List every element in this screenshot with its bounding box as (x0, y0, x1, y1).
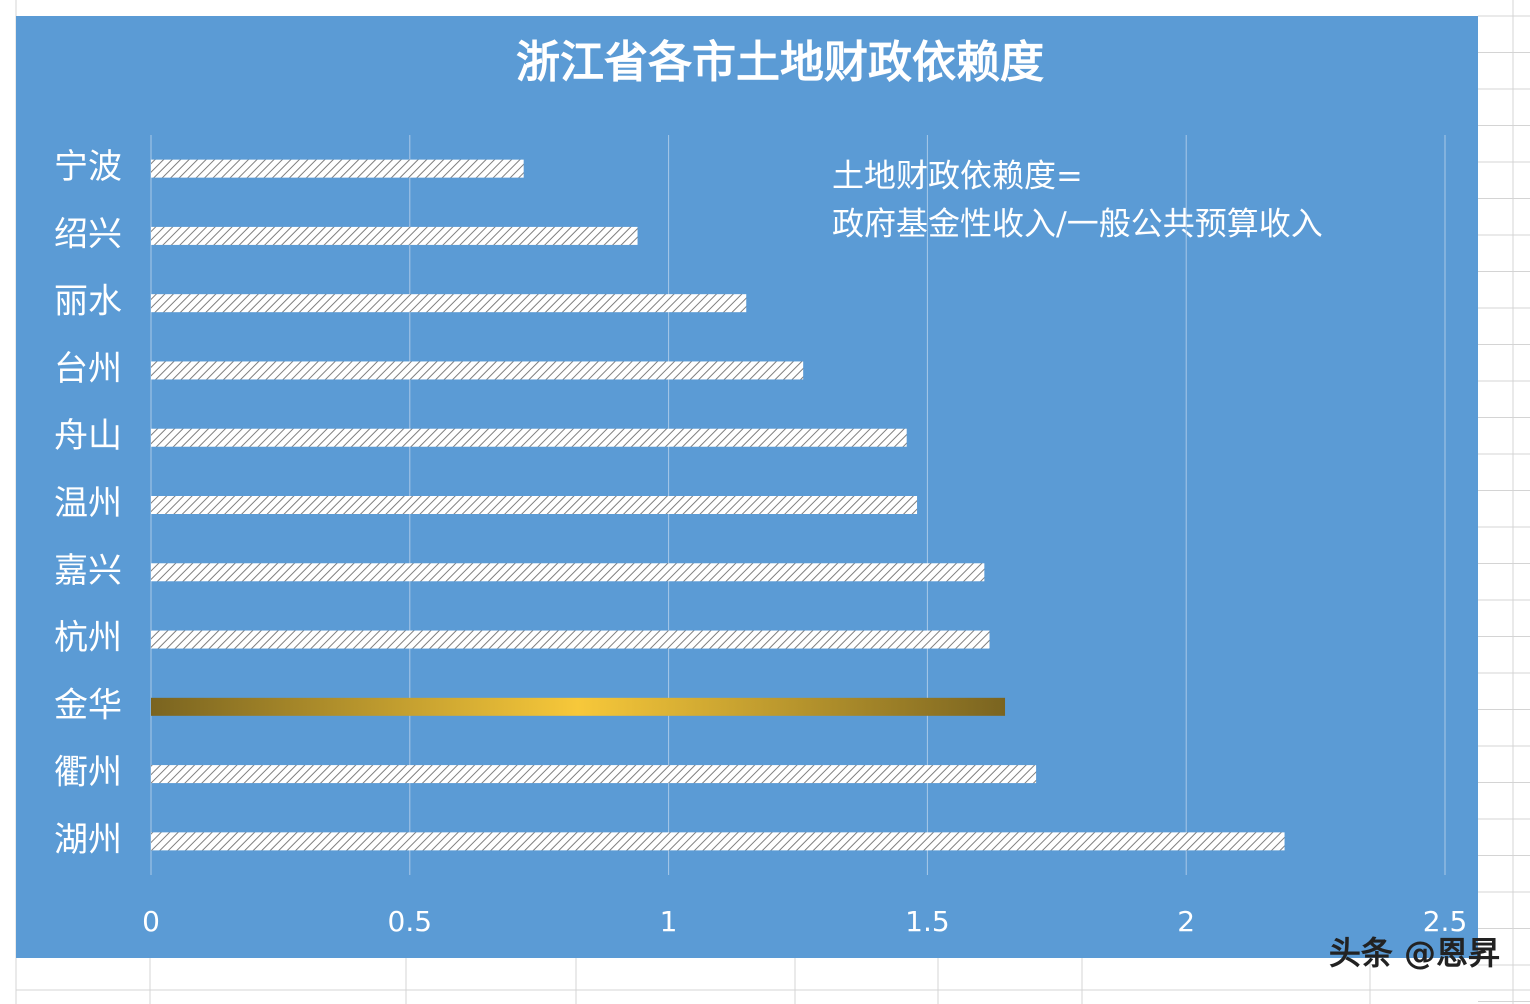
x-tick-label: 1.5 (905, 905, 950, 938)
x-tick-label: 2 (1177, 905, 1195, 938)
bar (151, 496, 918, 514)
bar (151, 226, 638, 245)
annotation: 土地财政依赖度= (832, 157, 1083, 195)
y-tick-label: 绍兴 (54, 214, 122, 254)
y-tick-label: 湖州 (54, 820, 122, 860)
bar (151, 697, 1006, 716)
y-tick-label: 杭州 (54, 618, 122, 658)
y-tick-label: 台州 (54, 349, 122, 389)
watermark: 头条 @恩昇 (1329, 934, 1500, 972)
y-tick-label: 嘉兴 (54, 551, 122, 591)
chart-area (16, 16, 1478, 958)
y-tick-label: 衢州 (54, 753, 122, 793)
bar (151, 630, 990, 649)
chart-title: 浙江省各市土地财政依赖度 (516, 37, 1044, 88)
bar (151, 563, 985, 582)
y-tick-label: 宁波 (54, 147, 122, 187)
y-tick-label: 舟山 (54, 416, 122, 456)
bar (151, 294, 747, 313)
bar (151, 428, 907, 447)
bar (151, 832, 1285, 851)
x-tick-label: 0 (142, 905, 160, 938)
y-tick-label: 丽水 (54, 282, 122, 322)
x-tick-label: 0.5 (388, 905, 433, 938)
x-tick-label: 2.5 (1423, 905, 1468, 938)
x-tick-label: 1 (660, 905, 678, 938)
bar (151, 159, 524, 178)
y-tick-label: 温州 (54, 484, 122, 524)
y-tick-label: 金华 (54, 685, 122, 725)
bar (151, 361, 804, 380)
annotation: 政府基金性收入/一般公共预算收入 (832, 205, 1323, 243)
bar (151, 765, 1037, 784)
